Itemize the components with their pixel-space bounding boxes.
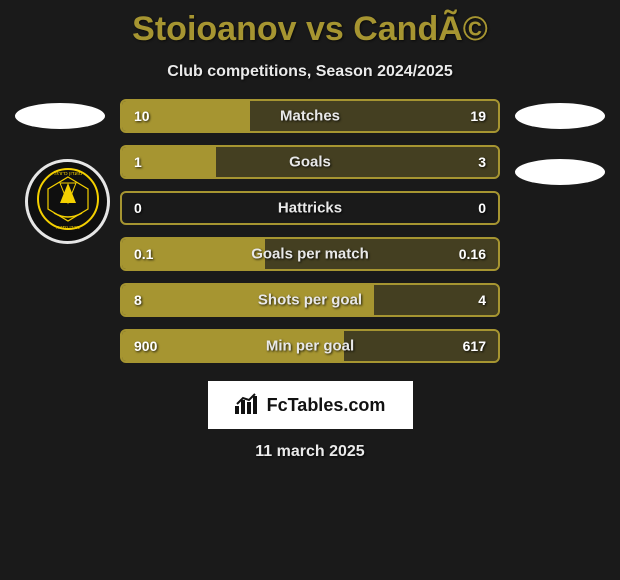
svg-text:מועדון כדורגל: מועדון כדורגל <box>53 170 82 177</box>
stat-label: Shots per goal <box>258 292 362 309</box>
stat-label: Goals per match <box>251 246 369 263</box>
page-subtitle: Club competitions, Season 2024/2025 <box>0 63 620 81</box>
stat-value-left: 900 <box>134 338 157 354</box>
content-row: מועדון כדורגל מכבי נתניה Matches1019Goal… <box>0 99 620 363</box>
stat-value-left: 10 <box>134 108 150 124</box>
stat-value-left: 8 <box>134 292 142 308</box>
club-logo-icon: מועדון כדורגל מכבי נתניה <box>32 163 104 240</box>
page-title: Stoioanov vs CandÃ© <box>0 10 620 49</box>
stat-value-right: 617 <box>463 338 486 354</box>
right-column <box>515 99 605 185</box>
brand-text: FcTables.com <box>267 395 386 416</box>
stat-label: Min per goal <box>266 338 354 355</box>
stat-value-right: 19 <box>470 108 486 124</box>
stat-value-right: 0.16 <box>459 246 486 262</box>
brand-badge[interactable]: FcTables.com <box>208 381 413 429</box>
stat-bar: Matches 10 19 <box>120 99 500 133</box>
stat-value-right: 4 <box>478 292 486 308</box>
stat-label: Matches <box>280 108 340 125</box>
club-left-logo: מועדון כדורגל מכבי נתניה <box>25 159 110 244</box>
stat-value-right: 0 <box>478 200 486 216</box>
stat-value-left: 0 <box>134 200 142 216</box>
stat-label: Goals <box>289 154 331 171</box>
stats-column: Matches 10 19 Goals 1 3 Hattricks 0 0 Goals per m… <box>120 99 500 363</box>
player-right-photo-placeholder <box>515 103 605 129</box>
stat-value-right: 3 <box>478 154 486 170</box>
stat-bar: Min per goal 900 617 <box>120 329 500 363</box>
club-right-logo-placeholder <box>515 159 605 185</box>
stat-bar: Shots per goal 8 4 <box>120 283 500 317</box>
player-left-photo-placeholder <box>15 103 105 129</box>
stat-value-left: 1 <box>134 154 142 170</box>
stat-bar: Hattricks 0 0 <box>120 191 500 225</box>
stat-fill-right <box>216 147 498 177</box>
svg-text:מכבי נתניה: מכבי נתניה <box>56 225 80 231</box>
stat-bar: Goals per match 0.1 0.16 <box>120 237 500 271</box>
stat-bar: Goals 1 3 <box>120 145 500 179</box>
page-root: Stoioanov vs CandÃ© Club competitions, S… <box>0 0 620 461</box>
left-column: מועדון כדורגל מכבי נתניה <box>15 99 105 244</box>
stat-label: Hattricks <box>278 200 342 217</box>
brand-chart-icon <box>235 392 261 419</box>
stat-value-left: 0.1 <box>134 246 153 262</box>
footer-date: 11 march 2025 <box>0 443 620 461</box>
